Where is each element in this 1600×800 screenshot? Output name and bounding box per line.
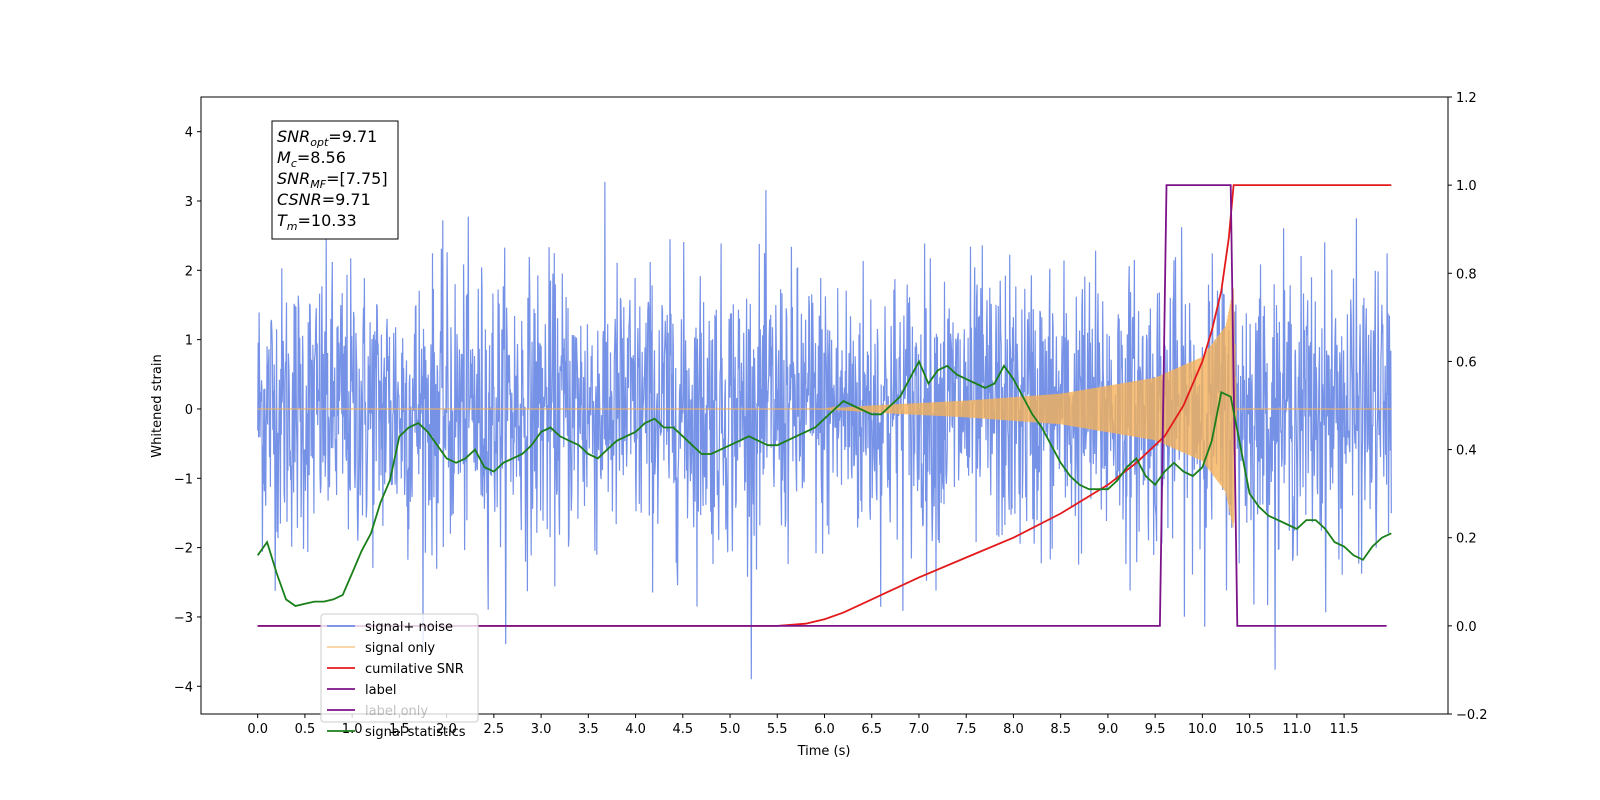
x-tick-label: 8.5 <box>1050 722 1071 737</box>
y2-tick-label: 0.6 <box>1456 355 1477 370</box>
legend-entry: label <box>365 683 396 698</box>
y-tick-label: 4 <box>185 126 193 141</box>
stats-line: Tm=10.33 <box>277 211 357 233</box>
y2-tick-label: −0.2 <box>1456 708 1488 723</box>
signal-noise-line <box>257 181 1392 680</box>
x-tick-label: 7.5 <box>956 722 977 737</box>
x-tick-label: 10.5 <box>1235 722 1264 737</box>
y-tick-label: 0 <box>185 403 193 418</box>
x-tick-label: 1.0 <box>342 722 363 737</box>
y-tick-label: 2 <box>185 264 193 279</box>
y-tick-label: 3 <box>185 195 193 210</box>
legend-frame <box>320 613 479 723</box>
label-line <box>257 184 1387 627</box>
x-axis-label: Time (s) <box>797 744 851 759</box>
legend-entry: label only <box>365 704 428 719</box>
x-tick-label: 3.5 <box>578 722 599 737</box>
y2-tick-label: 1.2 <box>1456 91 1477 106</box>
x-tick-label: 5.5 <box>767 722 788 737</box>
stats-line: CSNR=9.71 <box>277 190 371 209</box>
stats-box-frame <box>271 120 399 240</box>
x-tick-label: 9.0 <box>1098 722 1119 737</box>
x-tick-label: 7.0 <box>909 722 930 737</box>
legend-entry: signal+ noise <box>365 620 453 635</box>
legend-entry: cumilative SNR <box>365 662 464 677</box>
cumulative-snr-line <box>257 184 1392 627</box>
legend: signal+ noise signal only cumilative SNR la… <box>320 613 479 740</box>
y2-tick-label: 0.0 <box>1456 620 1477 635</box>
legend-entry: signal statistics <box>365 725 466 740</box>
y-tick-label: −2 <box>174 542 193 557</box>
y-axis-label: Whitened strain <box>150 354 165 457</box>
y-axis-left: 4 3 2 1 0 −1 −2 −3 −4 <box>174 126 201 695</box>
stats-line: Mc=8.56 <box>277 148 346 170</box>
legend-entry: signal only <box>365 641 435 656</box>
y-axis-right: 1.2 1.0 0.8 0.6 0.4 0.2 0.0 −0.2 <box>1448 91 1488 723</box>
y-tick-label: 1 <box>185 334 193 349</box>
y-tick-label: −1 <box>174 472 193 487</box>
signal-only-series <box>257 288 1392 528</box>
signal-only-line <box>257 288 1392 528</box>
x-tick-label: 2.0 <box>436 722 457 737</box>
y2-tick-label: 1.0 <box>1456 179 1477 194</box>
x-tick-label: 4.5 <box>672 722 693 737</box>
x-tick-label: 6.0 <box>814 722 835 737</box>
x-tick-label: 2.5 <box>484 722 505 737</box>
stats-line: SNRopt=9.71 <box>277 127 377 149</box>
signal-statistics-line <box>256 359 1392 607</box>
x-tick-label: 11.0 <box>1282 722 1311 737</box>
x-tick-label: 8.0 <box>1003 722 1024 737</box>
y-tick-label: −3 <box>174 611 193 626</box>
y2-tick-label: 0.8 <box>1456 267 1477 282</box>
y-tick-label: −4 <box>174 680 193 695</box>
plot-area <box>256 181 1392 680</box>
x-tick-label: 1.5 <box>389 722 410 737</box>
x-tick-label: 0.0 <box>247 722 268 737</box>
stats-line: SNRMF=[7.75] <box>277 169 388 191</box>
x-tick-label: 10.0 <box>1188 722 1217 737</box>
y2-tick-label: 0.4 <box>1456 444 1477 459</box>
x-tick-label: 3.0 <box>531 722 552 737</box>
x-tick-label: 6.5 <box>861 722 882 737</box>
x-tick-label: 5.0 <box>720 722 741 737</box>
x-tick-label: 11.5 <box>1330 722 1359 737</box>
line-series <box>256 184 1392 627</box>
x-tick-label: 4.0 <box>625 722 646 737</box>
y2-tick-label: 0.2 <box>1456 532 1477 547</box>
signal-noise-series <box>257 181 1392 680</box>
x-axis: 0.0 0.5 1.0 1.5 2.0 2.5 3.0 3.5 4.0 4.5 5.0 5.5 6.0 6… <box>247 714 1359 737</box>
x-tick-label: 9.5 <box>1145 722 1166 737</box>
x-tick-label: 0.5 <box>295 722 316 737</box>
